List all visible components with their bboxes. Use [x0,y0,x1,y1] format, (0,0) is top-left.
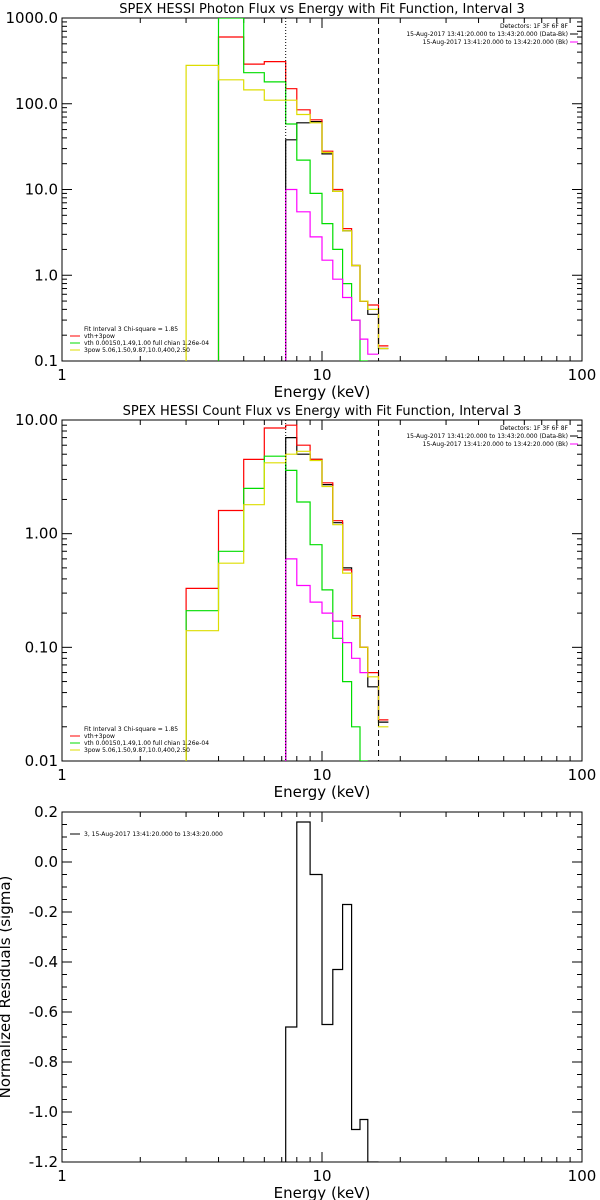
series-3-line [185,455,368,761]
series-5-line [285,188,379,361]
data-layer [285,821,379,1162]
series-2-line [185,424,389,761]
x-axis-label: Energy (keV) [274,783,371,801]
y-tick-label: 0.2 [34,803,58,821]
y-tick-label: -0.4 [29,953,58,971]
info-text: Detectors: 1F 3F 6F 8F [500,425,569,432]
x-axis-label: Energy (keV) [274,383,371,401]
y-tick-label: 1000.0 [6,9,59,27]
panel-3: 1 10 100 Energy (keV) -1.2 -1.0 -0.8 -0.6 -0.4 -0… [0,803,596,1200]
info-text: Detectors: 1F 3F 6F 8F [500,23,569,30]
y-axis-label: Normalized Residuals (sigma) [0,876,14,1099]
x-tick-label: 100 [568,766,597,784]
data-layer [185,18,389,361]
info-text: 15-Aug-2017 13:41:20.000 to 13:42:20.000… [423,441,568,448]
series-4-line [185,450,389,761]
y-tick-label: -0.6 [29,1003,58,1021]
y-tick-label: 0.0 [34,853,58,871]
x-tick-label: 10 [312,766,331,784]
legend-text: vth 0.00150,1.49,1.00 full chian 1.26e-0… [84,740,209,747]
x-tick-label: 10 [312,1167,331,1185]
legend-text: vth+3pow [84,733,115,740]
x-tick-label: 1 [57,766,67,784]
data-layer [185,424,389,761]
x-axis-label: Energy (keV) [274,1184,371,1200]
plot-frame [61,17,583,362]
legend-text: Fit Interval 3 Chi-square = 1.85 [84,726,178,733]
legend-text: 3pow 5.06,1.50,9.87,10.0,400,2.50 [84,347,190,354]
y-tick-label: 0.01 [25,752,58,770]
x-tick-label: 100 [568,366,597,384]
series-1-line [285,821,379,1162]
x-tick-label: 1 [57,1167,67,1185]
y-tick-label: 100.0 [15,95,58,113]
info-text: 15-Aug-2017 13:41:20.000 to 13:43:20.000… [406,31,568,38]
legend-text: 3pow 5.06,1.50,9.87,10.0,400,2.50 [84,747,190,754]
info-text: 15-Aug-2017 13:41:20.000 to 13:42:20.000… [423,39,568,46]
series-1-line [285,437,389,761]
info-text: 15-Aug-2017 13:41:20.000 to 13:43:20.000… [406,433,568,440]
y-tick-label: 10.0 [25,181,58,199]
legend-text: vth 0.00150,1.49,1.00 full chian 1.26e-0… [84,340,209,347]
panel-1: SPEX HESSI Photon Flux vs Energy with Fi… [6,2,597,401]
y-tick-label: -1.0 [29,1103,58,1121]
legend-text: 3, 15-Aug-2017 13:41:20.000 to 13:43:20.… [84,831,223,838]
y-tick-label: 10.00 [15,411,58,429]
legend-text: Fit Interval 3 Chi-square = 1.85 [84,326,178,333]
series-4-line [185,64,389,361]
y-tick-label: 0.10 [25,638,58,656]
x-tick-label: 10 [312,366,331,384]
series-5-line [285,558,368,761]
y-tick-label: 1.0 [34,266,58,284]
y-tick-label: 1.00 [25,525,58,543]
legend-text: vth+3pow [84,333,115,340]
panel-2: SPEX HESSI Count Flux vs Energy with Fit… [15,404,596,801]
chart-title: SPEX HESSI Photon Flux vs Energy with Fi… [119,2,525,17]
x-tick-label: 1 [57,366,67,384]
series-3-line [217,18,368,361]
y-tick-label: -1.2 [29,1153,58,1171]
series-1-line [285,121,389,361]
y-tick-label: -0.2 [29,903,58,921]
x-tick-label: 100 [568,1167,597,1185]
y-tick-label: 0.1 [34,352,58,370]
chart-title: SPEX HESSI Count Flux vs Energy with Fit… [123,404,522,419]
y-tick-label: -0.8 [29,1053,58,1071]
